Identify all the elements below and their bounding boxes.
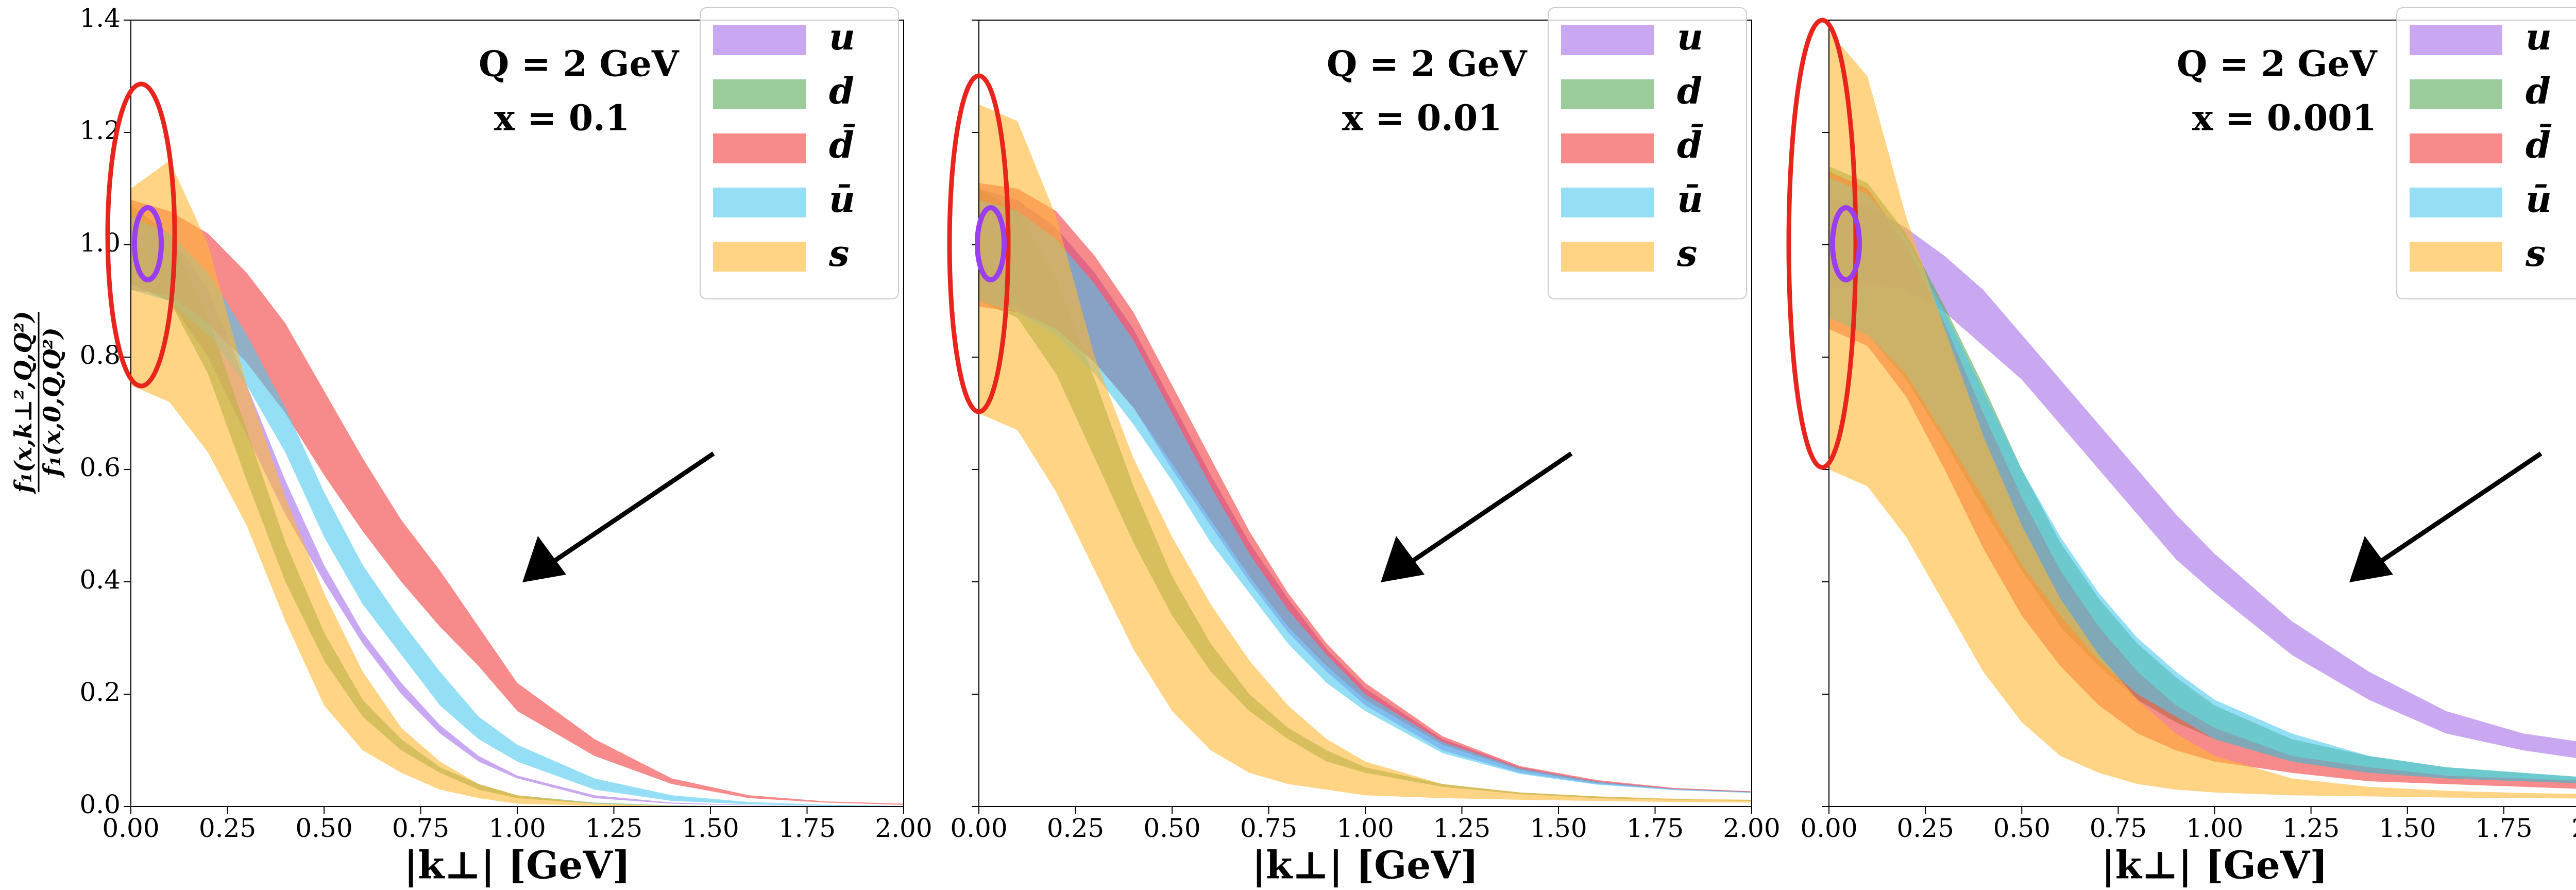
band: [1829, 199, 2576, 758]
legend-label: d̄: [2526, 124, 2552, 166]
arrow-shaft: [2363, 451, 2543, 574]
y-tick-label: 0.4: [79, 565, 121, 595]
band: [1829, 31, 2576, 799]
x-tick-label: 0.25: [1896, 813, 1954, 843]
legend-swatch: [1561, 133, 1654, 163]
x-tick-label: 1.50: [682, 813, 739, 843]
x-tick-label: 1.25: [585, 813, 642, 843]
x-tick-label: 1.25: [2282, 813, 2340, 843]
arrow-head: [522, 536, 566, 582]
panel: 0.00 0.25 0.50 0.75 1.00 1.25 1.50 1.75 2.00 0.0 0…: [9, 3, 933, 888]
legend-swatch: [1561, 242, 1654, 272]
x-tick-label: 0.00: [1800, 813, 1857, 843]
legend-swatch: [713, 133, 806, 163]
arrow-shaft: [1395, 451, 1573, 574]
band: [979, 104, 1752, 803]
y-axis-label: f₁(x,k⊥²,Q,Q²) f₁(x,0,Q,Q²): [9, 311, 66, 494]
legend-swatch: [2410, 188, 2502, 217]
purple-circle-annotation: [132, 205, 164, 282]
x-tick-label: 1.50: [1530, 813, 1587, 843]
x-tick-label: 2.00: [1723, 813, 1780, 843]
x-axis-label: |k⊥| [GeV]: [404, 844, 631, 888]
band: [131, 160, 904, 807]
legend-label: u: [2526, 15, 2552, 58]
legend-swatch: [2410, 25, 2502, 55]
y-tick-label: 0.2: [79, 677, 121, 707]
x-tick-label: 0.25: [1047, 813, 1104, 843]
legend-swatch: [713, 79, 806, 109]
legend-label: d̄: [829, 124, 855, 166]
legend-swatch: [2410, 133, 2502, 163]
legend-swatch: [2410, 242, 2502, 272]
y-label-numerator: f₁(x,k⊥²,Q,Q²): [9, 311, 37, 494]
legend-swatch: [713, 242, 806, 272]
legend-label: d̄: [1677, 124, 1703, 166]
x-tick-label: 1.75: [2475, 813, 2532, 843]
legend-swatch: [713, 188, 806, 217]
purple-circle-annotation: [1830, 205, 1862, 282]
annotation: Q = 2 GeV: [479, 44, 680, 85]
purple-circle-annotation: [975, 205, 1007, 282]
y-tick-label: 0.8: [79, 340, 121, 370]
x-tick-label: 2.00: [2571, 813, 2576, 843]
x-tick-label: 1.75: [1626, 813, 1684, 843]
legend-label: s: [1676, 232, 1697, 275]
y-tick-label: 1.4: [79, 3, 121, 33]
x-tick-label: 0.50: [295, 813, 352, 843]
legend-label: ū: [1677, 178, 1703, 221]
legend-swatch: [1561, 188, 1654, 217]
legend-label: d: [1677, 70, 1702, 112]
legend-label: d: [829, 70, 854, 112]
red-circle-annotation: [1786, 18, 1858, 470]
x-tick-label: 2.00: [875, 813, 932, 843]
red-circle-annotation: [105, 81, 177, 389]
annotation: Q = 2 GeV: [2177, 44, 2378, 85]
x-tick-label: 1.00: [488, 813, 546, 843]
x-tick-label: 1.75: [778, 813, 836, 843]
x-tick-label: 0.75: [1240, 813, 1297, 843]
legend-label: ū: [2526, 178, 2552, 221]
y-tick-label: 0.0: [79, 790, 121, 819]
legend-swatch: [2410, 79, 2502, 109]
arrow-shaft: [536, 451, 715, 574]
x-tick-label: 0.00: [102, 813, 159, 843]
y-tick-label: 0.6: [79, 452, 121, 482]
legend-swatch: [1561, 25, 1654, 55]
legend-label: u: [1677, 15, 1703, 58]
panel: 0.00 0.25 0.50 0.75 1.00 1.25 1.50 1.75 2.00 |k⊥|…: [950, 7, 1781, 888]
annotation: x = 0.01: [1342, 98, 1502, 139]
legend-swatch: [713, 25, 806, 55]
legend-label: ū: [829, 178, 855, 221]
legend-swatch: [1561, 79, 1654, 109]
x-tick-label: 0.75: [392, 813, 449, 843]
legend-label: d: [2526, 70, 2551, 112]
x-tick-label: 1.00: [1336, 813, 1394, 843]
arrow-head: [2349, 536, 2393, 582]
legend-label: s: [828, 232, 849, 275]
legend-label: s: [2525, 232, 2546, 275]
arrow-head: [1381, 536, 1425, 582]
x-tick-label: 0.00: [950, 813, 1007, 843]
x-axis-label: |k⊥| [GeV]: [2102, 844, 2328, 888]
y-tick-label: 1.0: [79, 228, 121, 258]
y-label-denominator: f₁(x,0,Q,Q²): [38, 328, 66, 478]
annotation: Q = 2 GeV: [1327, 44, 1528, 85]
x-tick-label: 0.25: [199, 813, 256, 843]
x-tick-label: 0.75: [2090, 813, 2147, 843]
panel: 0.00 0.25 0.50 0.75 1.00 1.25 1.50 1.75 2.00 |k⊥|…: [1800, 7, 2576, 888]
annotation: x = 0.1: [494, 98, 630, 139]
legend-label: u: [829, 15, 855, 58]
red-circle-annotation: [947, 73, 1011, 414]
x-tick-label: 1.50: [2379, 813, 2436, 843]
x-tick-label: 1.00: [2186, 813, 2243, 843]
x-tick-label: 0.50: [1993, 813, 2050, 843]
x-axis-label: |k⊥| [GeV]: [1252, 844, 1479, 888]
annotation: x = 0.001: [2192, 98, 2377, 139]
x-tick-label: 0.50: [1143, 813, 1200, 843]
x-tick-label: 1.25: [1433, 813, 1490, 843]
